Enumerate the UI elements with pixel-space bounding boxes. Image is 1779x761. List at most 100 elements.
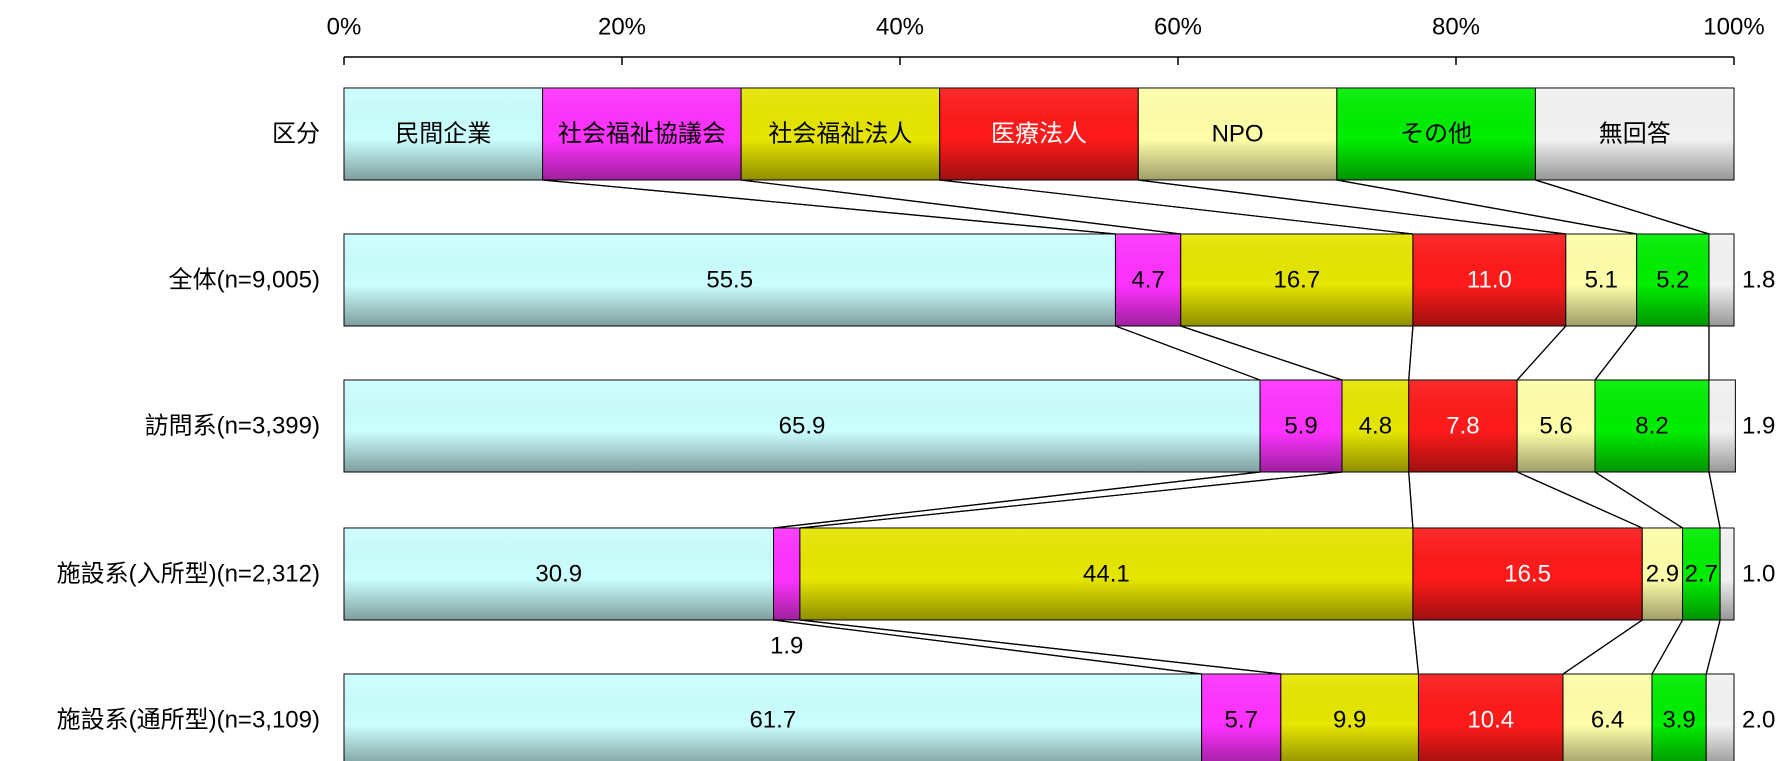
data-label: 1.0 [1742, 561, 1775, 588]
bar-segment-shade [344, 674, 1202, 761]
connector-line [799, 619, 1281, 675]
legend-swatch-shade [741, 88, 940, 180]
bar-segment-shade [344, 528, 774, 620]
legend-label: その他 [1400, 121, 1472, 148]
connector-line [1138, 179, 1566, 235]
data-label: 2.0 [1742, 707, 1775, 734]
data-label: 55.5 [706, 267, 753, 294]
category-label: 施設系(入所型)(n=2,312) [57, 561, 320, 588]
x-tick-label: 100% [1703, 14, 1764, 41]
connector-line [542, 179, 1116, 235]
connector-line [939, 179, 1413, 235]
data-label: 1.9 [770, 633, 803, 660]
bar-segment-shade [1412, 234, 1566, 326]
bar-segment-shade [1563, 674, 1652, 761]
category-label: 施設系(通所型)(n=3,109) [57, 707, 320, 734]
legend-label: 社会福祉協議会 [558, 121, 726, 148]
data-label: 8.2 [1635, 413, 1668, 440]
data-label: 2.9 [1646, 561, 1679, 588]
bar-segment-shade [1517, 380, 1595, 472]
bar-segment-shade [1565, 234, 1637, 326]
bar-segment-shade [1651, 674, 1707, 761]
data-label: 2.7 [1685, 561, 1718, 588]
data-label: 61.7 [749, 707, 796, 734]
x-tick-label: 20% [598, 14, 646, 41]
connector-line [1115, 325, 1261, 381]
bar-segment-shade [1280, 674, 1419, 761]
bar-segment-shade [344, 234, 1116, 326]
connector-line [773, 471, 1261, 529]
bar-segment-shade [1342, 380, 1409, 472]
bar-segment-shade [1115, 234, 1181, 326]
legend-swatch-shade [1336, 88, 1536, 180]
data-label: 5.6 [1539, 413, 1572, 440]
bar-segment-shade [1408, 380, 1518, 472]
connector-line [1180, 325, 1343, 381]
x-tick-label: 0% [327, 14, 362, 41]
bar-segment-shade [1642, 528, 1683, 620]
category-label: 訪問系(n=3,399) [145, 413, 320, 440]
data-label: 4.7 [1131, 267, 1164, 294]
data-label: 44.1 [1083, 561, 1130, 588]
connector-line [1594, 471, 1683, 529]
data-label: 4.8 [1359, 413, 1392, 440]
bar-segment-shade [1708, 234, 1734, 326]
connector-line [1408, 471, 1414, 529]
legend-label: 無回答 [1599, 121, 1671, 148]
data-label: 9.9 [1333, 707, 1366, 734]
data-label: 16.7 [1273, 267, 1320, 294]
connector-line [1594, 325, 1638, 381]
legend-swatch-shade [1138, 88, 1337, 180]
connector-line [1516, 471, 1643, 529]
bar-segment-shade [1595, 380, 1709, 472]
legend-swatch-shade [1535, 88, 1734, 180]
legend-label: 医療法人 [991, 121, 1087, 148]
data-label: 5.1 [1585, 267, 1618, 294]
bar-segment-shade [1682, 528, 1721, 620]
data-label: 11.0 [1467, 267, 1512, 294]
bar-segment-shade [1636, 234, 1709, 326]
legend-label: 民間企業 [395, 121, 491, 148]
connector-line [1336, 179, 1637, 235]
data-label: 1.8 [1742, 267, 1775, 294]
data-label: 7.8 [1446, 413, 1479, 440]
bar-segment-shade [1201, 674, 1281, 761]
legend-swatch-shade [542, 88, 742, 180]
connector-line [799, 471, 1343, 529]
legend-label: 社会福祉法人 [768, 121, 912, 148]
data-label: 5.2 [1656, 267, 1689, 294]
data-label: 16.5 [1504, 561, 1551, 588]
bar-segment-shade [773, 528, 800, 620]
legend-swatch-shade [939, 88, 1139, 180]
bar-segment-shade [344, 380, 1261, 472]
data-label: 3.9 [1662, 707, 1695, 734]
x-tick-label: 80% [1432, 14, 1480, 41]
bar-segment-shade [1708, 380, 1736, 472]
connector-line [1535, 179, 1710, 235]
connector-line [1516, 325, 1567, 381]
connector-line [1708, 471, 1721, 529]
data-label: 30.9 [535, 561, 582, 588]
legend-swatch-shade [344, 88, 543, 180]
data-label: 5.7 [1225, 707, 1258, 734]
bar-segment-shade [1418, 674, 1564, 761]
connector-line [773, 619, 1202, 675]
connector-line [741, 179, 1181, 235]
data-label: 1.9 [1742, 413, 1775, 440]
bar-segment-shade [799, 528, 1413, 620]
data-label: 5.9 [1284, 413, 1317, 440]
legend-label: NPO [1212, 121, 1264, 148]
bar-segment-shade [1412, 528, 1643, 620]
category-label: 全体(n=9,005) [169, 267, 320, 294]
connector-line [1562, 619, 1643, 675]
connector-line [1651, 619, 1684, 675]
bar-segment-shade [1720, 528, 1734, 620]
legend-row-label: 区分 [272, 121, 320, 148]
x-tick-label: 60% [1154, 14, 1202, 41]
x-tick-label: 40% [876, 14, 924, 41]
data-label: 65.9 [779, 413, 826, 440]
bar-segment-shade [1260, 380, 1343, 472]
bar-segment-shade [1706, 674, 1734, 761]
data-label: 10.4 [1467, 707, 1514, 734]
